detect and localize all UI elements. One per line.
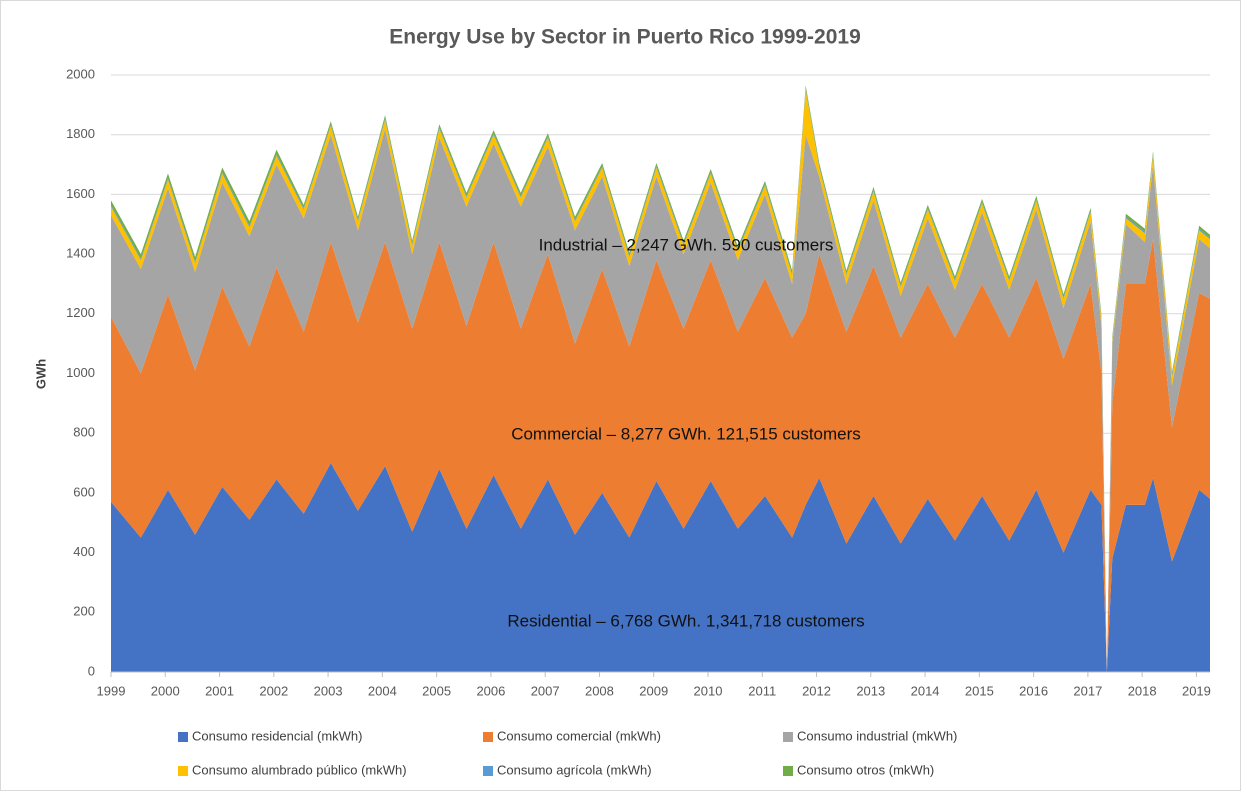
- x-tick-label: 2018: [1128, 683, 1157, 698]
- x-tick-label: 2000: [151, 683, 180, 698]
- y-tick-label: 1200: [66, 305, 95, 320]
- area: [111, 239, 1210, 673]
- y-tick-label: 200: [73, 604, 95, 619]
- x-tick-label: 2016: [1019, 683, 1048, 698]
- legend-label: Consumo alumbrado público (mkWh): [192, 762, 407, 777]
- y-tick-label: 1000: [66, 365, 95, 380]
- legend-label: Consumo residencial (mkWh): [192, 728, 363, 743]
- x-tick-label: 2011: [748, 683, 776, 698]
- x-tick-label: 2002: [259, 683, 288, 698]
- y-axis-label: GWh: [33, 359, 48, 389]
- x-tick-label: 2001: [205, 683, 234, 698]
- x-tick-label: 2003: [314, 683, 343, 698]
- x-tick-label: 2009: [639, 683, 668, 698]
- legend-label: Consumo otros (mkWh): [797, 762, 934, 777]
- x-tick-label: 2004: [368, 683, 397, 698]
- area: [111, 89, 1210, 673]
- legend-label: Consumo agrícola (mkWh): [497, 762, 652, 777]
- legend-swatch: [783, 732, 793, 742]
- annotation: Industrial – 2,247 GWh. 590 customers: [539, 235, 834, 254]
- x-tick-label: 1999: [97, 683, 126, 698]
- x-tick-label: 2014: [911, 683, 940, 698]
- legend-swatch: [178, 732, 188, 742]
- y-tick-label: 800: [73, 425, 95, 440]
- legend-label: Consumo comercial (mkWh): [497, 728, 661, 743]
- x-tick-label: 2007: [531, 683, 560, 698]
- x-tick-label: 2006: [476, 683, 505, 698]
- area: [111, 128, 1210, 673]
- x-tick-label: 2005: [422, 683, 451, 698]
- y-tick-label: 600: [73, 484, 95, 499]
- x-tick-label: 2015: [965, 683, 994, 698]
- y-tick-label: 2000: [66, 66, 95, 81]
- x-tick-label: 2019: [1182, 683, 1211, 698]
- y-tick-label: 1800: [66, 126, 95, 141]
- annotation: Residential – 6,768 GWh. 1,341,718 custo…: [507, 611, 864, 630]
- legend-swatch: [783, 766, 793, 776]
- legend-swatch: [178, 766, 188, 776]
- annotation: Commercial – 8,277 GWh. 121,515 customer…: [511, 424, 861, 443]
- legend-swatch: [483, 732, 493, 742]
- area: [111, 463, 1210, 672]
- chart-title: Energy Use by Sector in Puerto Rico 1999…: [389, 26, 861, 49]
- x-tick-label: 2013: [856, 683, 885, 698]
- x-tick-label: 2008: [585, 683, 614, 698]
- y-tick-label: 1600: [66, 186, 95, 201]
- y-tick-label: 0: [88, 663, 95, 678]
- y-tick-label: 1400: [66, 246, 95, 261]
- legend-label: Consumo industrial (mkWh): [797, 728, 957, 743]
- x-tick-label: 2012: [802, 683, 831, 698]
- x-tick-label: 2010: [694, 683, 723, 698]
- y-tick-label: 400: [73, 544, 95, 559]
- x-tick-label: 2017: [1073, 683, 1102, 698]
- legend-swatch: [483, 766, 493, 776]
